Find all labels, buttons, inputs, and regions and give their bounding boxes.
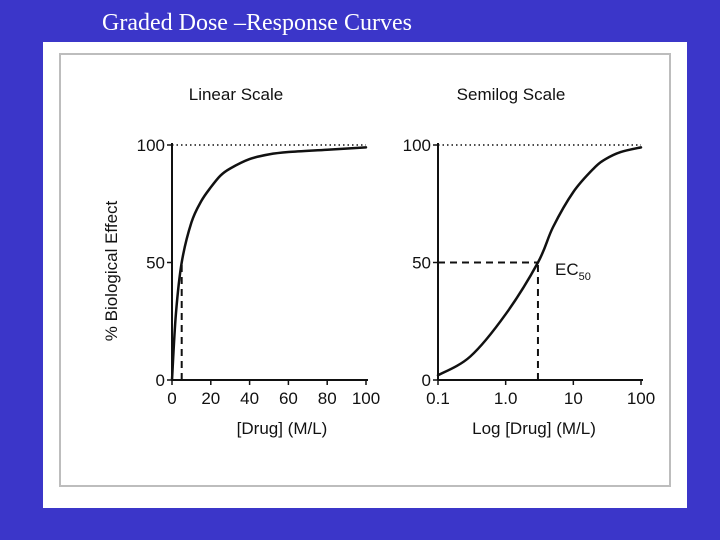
- y-tick-label: 0: [156, 371, 165, 390]
- x-tick-label: 0: [167, 389, 176, 408]
- x-axis-label: [Drug] (M/L): [237, 419, 328, 438]
- x-tick-label: 40: [240, 389, 259, 408]
- y-tick-label: 100: [137, 136, 165, 155]
- x-axis-label: Log [Drug] (M/L): [472, 419, 596, 438]
- linear-scale-chart: Linear Scale % Biological Effect [Drug] …: [102, 85, 380, 438]
- chart-title: Linear Scale: [189, 85, 284, 104]
- x-tick-label: 80: [318, 389, 337, 408]
- series-line-response: [170, 146, 368, 382]
- y-axis-label: % Biological Effect: [102, 200, 121, 341]
- semilog-scale-chart: Semilog Scale Log [Drug] (M/L) EC50 0501…: [403, 85, 656, 438]
- series-line-response: [436, 146, 643, 377]
- dose-response-figure: Linear Scale % Biological Effect [Drug] …: [102, 85, 656, 438]
- x-tick-label: 0.1: [426, 389, 450, 408]
- figure-panel: Linear Scale % Biological Effect [Drug] …: [43, 42, 687, 508]
- ec50-annotation: EC50: [555, 260, 591, 283]
- ec50-subscript: 50: [579, 271, 591, 283]
- y-tick-label: 100: [403, 136, 431, 155]
- x-tick-label: 20: [201, 389, 220, 408]
- y-tick-label: 50: [146, 254, 165, 273]
- x-tick-label: 60: [279, 389, 298, 408]
- y-tick-label: 50: [412, 254, 431, 273]
- slide-title: Graded Dose –Response Curves: [102, 10, 412, 36]
- x-tick-label: 100: [627, 389, 655, 408]
- y-tick-label: 0: [422, 371, 431, 390]
- figure-frame: [59, 53, 671, 487]
- chart-title: Semilog Scale: [457, 85, 566, 104]
- x-tick-label: 1.0: [494, 389, 518, 408]
- x-tick-label: 100: [352, 389, 380, 408]
- ec50-text: EC: [555, 260, 579, 279]
- x-tick-label: 10: [564, 389, 583, 408]
